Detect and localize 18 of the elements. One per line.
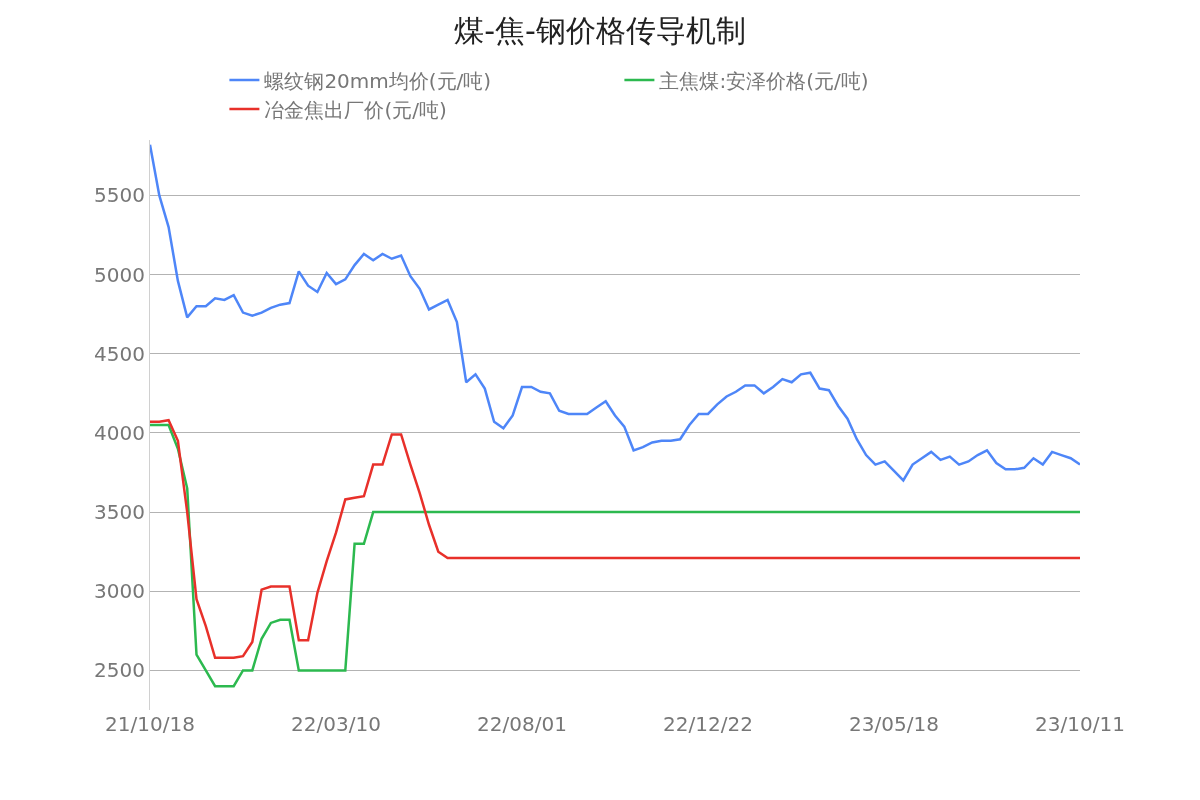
y-tick-label: 5500 [94, 183, 145, 208]
y-tick-label: 4000 [94, 420, 145, 445]
y-tick-label: 3000 [94, 579, 145, 604]
legend-label: 主焦煤:安泽价格(元/吨) [659, 68, 869, 93]
x-tick-label: 23/10/11 [1035, 712, 1125, 736]
y-tick-label: 3500 [94, 500, 145, 525]
y-tick-label: 5000 [94, 262, 145, 287]
x-tick-label: 22/08/01 [477, 712, 567, 736]
x-tick-label: 21/10/18 [105, 712, 195, 736]
legend-label: 冶金焦出厂价(元/吨) [264, 97, 447, 122]
y-tick-label: 4500 [94, 341, 145, 366]
chart-title: 煤-焦-钢价格传导机制 [454, 13, 746, 48]
y-tick-label: 2500 [94, 658, 145, 683]
x-tick-label: 23/05/18 [849, 712, 939, 736]
legend-label: 螺纹钢20mm均价(元/吨) [264, 68, 492, 93]
line-series [150, 143, 1080, 482]
x-tick-label: 22/03/10 [291, 712, 381, 736]
x-tick-label: 22/12/22 [663, 712, 753, 736]
